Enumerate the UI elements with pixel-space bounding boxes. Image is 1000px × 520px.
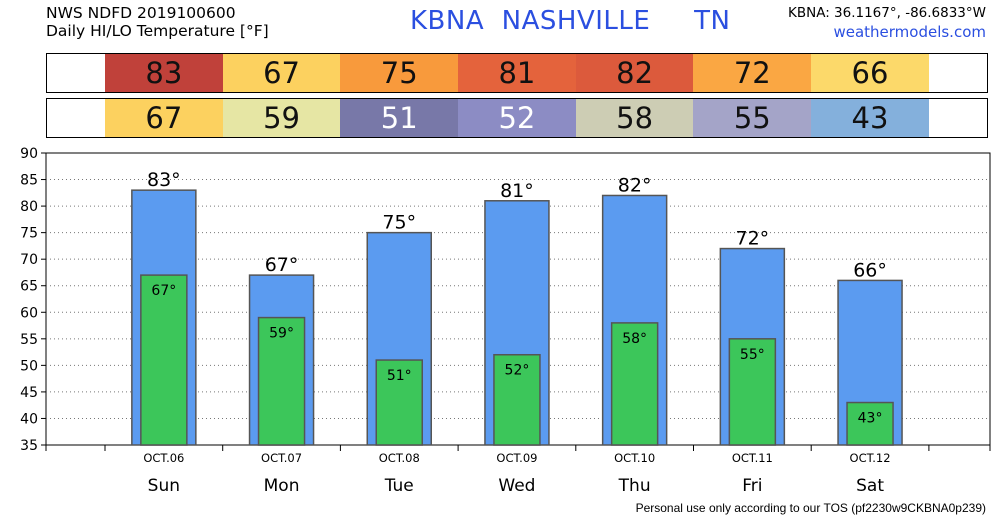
y-tick-label: 90 — [20, 146, 38, 162]
y-tick-label: 60 — [20, 305, 38, 321]
hi-temp-cell: 83 — [105, 54, 223, 92]
hi-bar-label: 66° — [853, 259, 887, 281]
day-label: Fri — [742, 476, 762, 496]
lo-bar — [257, 316, 306, 446]
lo-temperature-strip: 67 59 51 52 58 55 43 — [46, 98, 988, 138]
lo-bar — [728, 338, 777, 446]
y-tick-label: 80 — [20, 199, 38, 215]
y-tick-label: 55 — [20, 332, 38, 348]
y-tick-label: 75 — [20, 226, 38, 242]
lo-bar — [140, 274, 188, 446]
y-tick-label: 70 — [20, 252, 38, 268]
lo-temp-cell: 43 — [811, 99, 929, 137]
y-tick-label: 45 — [20, 385, 38, 401]
strip-pad-left — [47, 99, 105, 137]
y-tick-label: 65 — [20, 279, 38, 295]
day-label: Tue — [384, 476, 414, 496]
footer-note: Personal use only according to our TOS (… — [635, 501, 986, 515]
lo-bar-label: 55° — [740, 347, 765, 363]
y-tick-label: 50 — [20, 358, 38, 374]
date-label: OCT.09 — [496, 451, 537, 465]
lo-bar-label: 58° — [622, 331, 647, 347]
header-left: NWS NDFD 2019100600 Daily HI/LO Temperat… — [46, 4, 269, 40]
hi-bar-label: 83° — [147, 169, 181, 191]
hi-temp-cell: 67 — [222, 54, 341, 92]
header-right: KBNA: 36.1167°, -86.6833°W weathermodels… — [788, 4, 986, 42]
day-label: Thu — [618, 476, 651, 496]
lo-temp-cell: 52 — [458, 99, 576, 137]
hi-temperature-strip: 83 67 75 81 82 72 66 — [46, 53, 988, 93]
date-label: OCT.12 — [850, 451, 891, 465]
lo-temp-cell: 59 — [222, 99, 341, 137]
date-label: OCT.08 — [379, 451, 420, 465]
hi-bar-label: 75° — [382, 212, 416, 234]
station-coords: KBNA: 36.1167°, -86.6833°W — [787, 5, 986, 21]
lo-temp-cell: 51 — [340, 99, 459, 137]
site-link[interactable]: weathermodels.com — [833, 23, 986, 41]
hi-bar-label: 72° — [736, 228, 770, 250]
lo-bar-label: 67° — [151, 283, 176, 299]
hi-temp-cell: 81 — [458, 54, 576, 92]
lo-bar — [846, 401, 894, 446]
lo-temp-cell: 58 — [575, 99, 694, 137]
hi-temp-cell: 82 — [575, 54, 694, 92]
lo-bar-label: 51° — [387, 368, 412, 384]
day-label: Sat — [856, 476, 884, 496]
day-label: Wed — [498, 476, 535, 496]
hi-temp-cell: 72 — [693, 54, 812, 92]
lo-temp-cell: 55 — [693, 99, 812, 137]
station-title: KBNA NASHVILLE TN — [410, 6, 731, 36]
y-tick-label: 40 — [20, 411, 38, 427]
strip-pad-left — [47, 54, 105, 92]
product-title: Daily HI/LO Temperature [°F] — [46, 22, 269, 40]
lo-bar-label: 43° — [858, 411, 883, 427]
hi-bar-label: 67° — [265, 254, 299, 276]
lo-bar-label: 59° — [269, 326, 294, 342]
y-tick-label: 85 — [20, 173, 38, 189]
hi-temp-cell: 66 — [811, 54, 929, 92]
day-label: Sun — [148, 476, 180, 496]
lo-bar — [375, 359, 423, 446]
date-label: OCT.11 — [732, 451, 773, 465]
date-label: OCT.07 — [261, 451, 302, 465]
run-title: NWS NDFD 2019100600 — [46, 4, 236, 22]
hi-bar-label: 81° — [500, 180, 534, 202]
date-label: OCT.10 — [614, 451, 655, 465]
lo-bar-label: 52° — [505, 363, 530, 379]
day-label: Mon — [264, 476, 300, 496]
temperature-bar-chart: 35 40 45 50 55 60 65 70 75 80 85 90 83° 67° OCT.06 Sun 6… — [20, 146, 991, 496]
hi-temp-cell: 75 — [340, 54, 459, 92]
y-tick-label: 35 — [20, 438, 38, 454]
date-label: OCT.06 — [143, 451, 184, 465]
lo-temp-cell: 67 — [105, 99, 223, 137]
lo-bar — [610, 322, 659, 446]
hi-bar-label: 82° — [618, 174, 652, 196]
lo-bar — [493, 353, 541, 446]
